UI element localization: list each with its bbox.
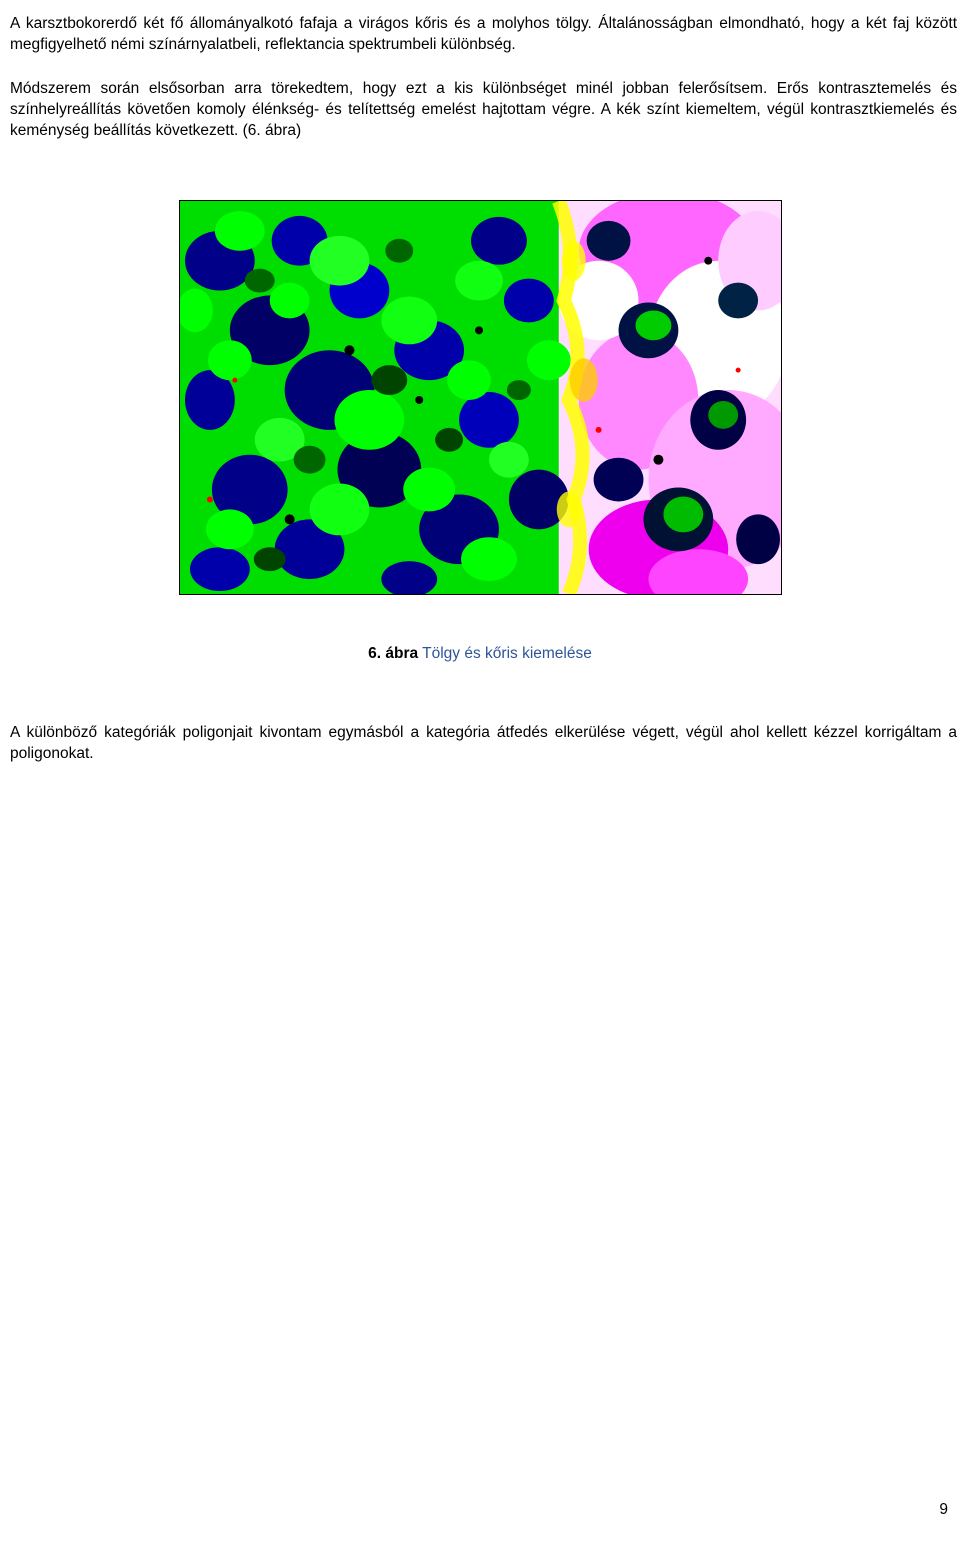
caption-label: 6. ábra bbox=[368, 645, 418, 662]
paragraph-1: A karsztbokorerdő két fő állományalkotó … bbox=[10, 14, 957, 56]
page-number: 9 bbox=[939, 1501, 948, 1519]
figure-6-image bbox=[179, 200, 782, 595]
figure-6-caption: 6. ábra Tölgy és kőris kiemelése bbox=[0, 645, 960, 663]
paragraph-2: Módszerem során elsősorban arra törekedt… bbox=[10, 79, 957, 142]
paragraph-3: A különböző kategóriák poligonjait kivon… bbox=[10, 723, 957, 765]
caption-text: Tölgy és kőris kiemelése bbox=[418, 645, 592, 662]
figure-6: 6. ábra Tölgy és kőris kiemelése bbox=[0, 200, 960, 663]
